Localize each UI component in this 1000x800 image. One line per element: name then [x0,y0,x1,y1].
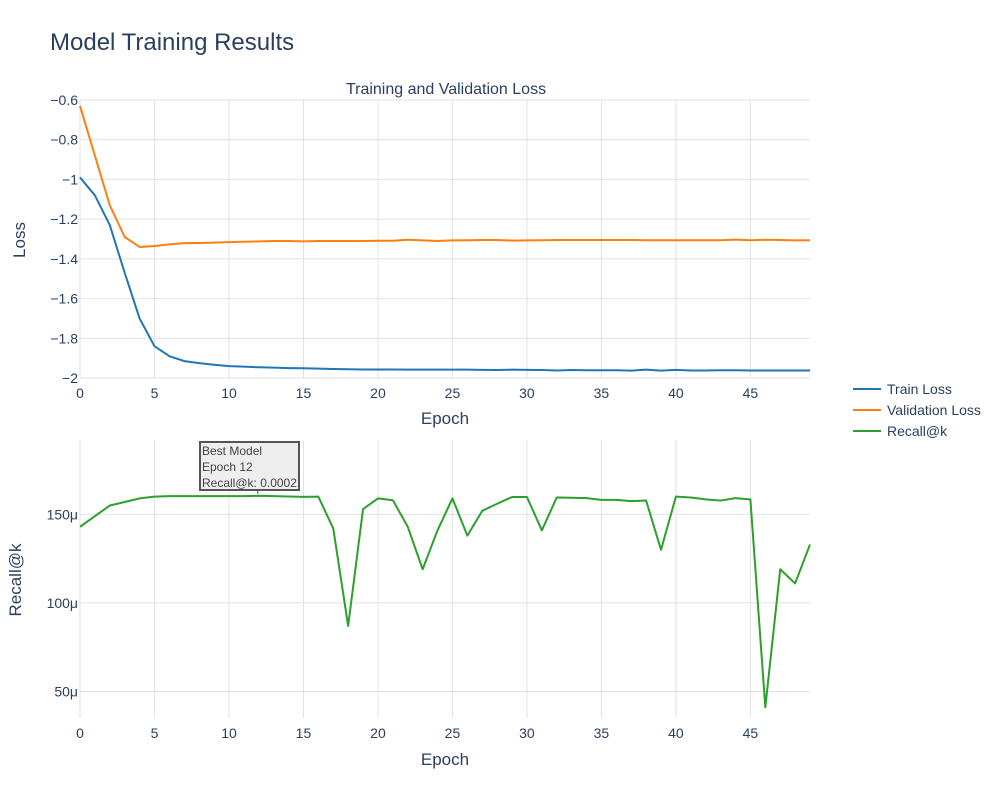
recall-x-tick-label: 40 [668,725,684,741]
loss-y-tick-label: −0.6 [50,92,78,108]
legend: Train Loss Validation Loss Recall@k [853,381,981,439]
series-line-train-loss [79,176,810,372]
best-model-annotation: Best Model Epoch 12 Recall@k: 0.0002 [199,441,300,494]
loss-y-tick-label: −1.6 [50,291,78,307]
legend-label: Validation Loss [887,402,981,418]
loss-y-tick-label: −2 [62,370,78,386]
loss-gridlines [79,99,810,379]
recall-y-tick-labels: 50μ 100μ 150μ [47,506,78,699]
recall-x-tick-label: 5 [151,725,159,741]
loss-x-tick-labels: 0 5 10 15 20 25 30 35 40 45 [76,385,758,401]
loss-series-lines [79,105,811,372]
series-line-recall-k [79,494,811,709]
recall-x-tick-label: 15 [296,725,312,741]
recall-gridlines [79,440,810,718]
legend-label: Train Loss [887,381,952,397]
recall-x-tick-label: 35 [594,725,610,741]
annotation-box [199,441,300,491]
page-title: Model Training Results [50,29,294,56]
recall-x-tick-label: 10 [221,725,237,741]
recall-x-tick-label: 30 [519,725,535,741]
series-line-validation-loss [79,105,811,248]
recall-x-tick-label: 20 [370,725,386,741]
annotation-text: Epoch 12 [202,460,253,474]
loss-y-tick-label: −0.8 [50,132,78,148]
loss-x-tick-label: 40 [668,385,684,401]
recall-y-tick-label: 50μ [54,683,78,699]
legend-label: Recall@k [887,423,948,439]
recall-x-axis-title: Epoch [421,750,469,769]
loss-x-tick-label: 45 [743,385,759,401]
recall-y-tick-label: 100μ [47,595,78,611]
loss-y-tick-label: −1.4 [50,251,78,267]
recall-series-lines [79,494,811,709]
recall-y-axis-title: Recall@k [6,543,25,616]
loss-x-tick-label: 5 [151,385,159,401]
loss-x-tick-label: 35 [594,385,610,401]
recall-subplot: 0 5 10 15 20 25 30 35 40 45 50μ 100μ 150μ Epoch Rec… [6,440,811,769]
recall-x-tick-labels: 0 5 10 15 20 25 30 35 40 45 [76,725,758,741]
loss-x-tick-label: 25 [445,385,461,401]
loss-y-axis-title: Loss [10,222,29,258]
loss-x-tick-label: 30 [519,385,535,401]
loss-subplot-title: Training and Validation Loss [346,81,546,98]
loss-x-tick-label: 0 [76,385,84,401]
loss-y-tick-label: −1.2 [50,211,78,227]
loss-y-tick-label: −1 [62,171,78,187]
loss-subplot: Training and Validation Loss 0 5 10 15 20 25 3… [10,81,811,428]
loss-x-tick-label: 15 [296,385,312,401]
legend-item[interactable]: Recall@k [853,423,948,439]
legend-item[interactable]: Validation Loss [853,402,981,418]
loss-x-tick-label: 10 [221,385,237,401]
loss-x-tick-label: 20 [370,385,386,401]
loss-x-axis-title: Epoch [421,409,469,428]
annotation-text: Best Model [202,444,262,458]
recall-x-tick-label: 45 [743,725,759,741]
annotation-text: Recall@k: 0.0002 [202,476,297,490]
recall-x-tick-label: 25 [445,725,461,741]
loss-y-tick-labels: −2 −1.8 −1.6 −1.4 −1.2 −1 −0.8 −0.6 [50,92,78,386]
legend-item[interactable]: Train Loss [853,381,952,397]
loss-y-tick-label: −1.8 [50,330,78,346]
recall-y-tick-label: 150μ [47,506,78,522]
recall-x-tick-label: 0 [76,725,84,741]
